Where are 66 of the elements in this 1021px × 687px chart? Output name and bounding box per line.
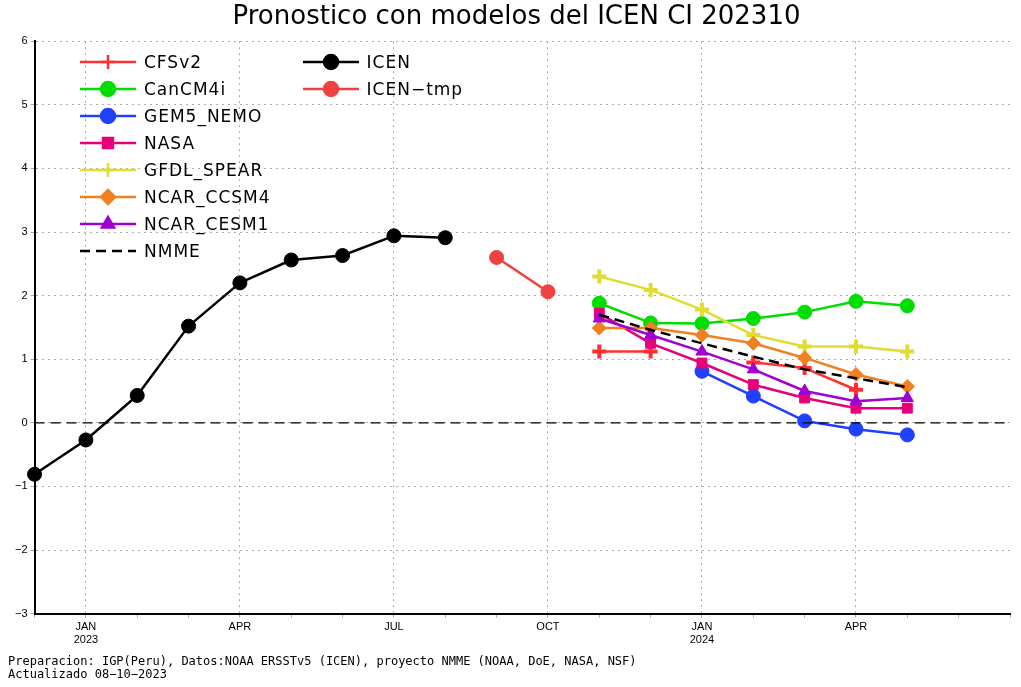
y-tick-label: 0 [21,415,28,428]
point [848,293,864,309]
point [283,252,299,268]
point [590,267,609,286]
legend-label: CFSv2 [144,51,203,72]
point [798,383,812,395]
x-tick-label: JUL [384,620,404,633]
point [129,387,145,403]
point [437,230,453,246]
legend-label: ICEN−tmp [366,78,464,99]
chart-title: Pronostico con modelos del ICEN CI 202310 [232,0,801,31]
legend-label: NMME [144,240,201,261]
point [849,393,863,406]
legend-label: NCAR_CESM1 [144,213,270,234]
point [232,275,248,291]
legend-label: NCAR_CCSM4 [144,186,271,207]
point [694,327,710,343]
point [745,388,761,404]
point [746,361,760,374]
legend-label: CanCM4i [144,78,227,99]
point [901,402,913,414]
x-tick-label: APR [844,620,868,633]
x-tick-label: APR [228,620,252,633]
point [899,427,915,443]
y-tick-label: 3 [21,225,28,238]
point [489,249,505,265]
text: Preparacion: IGP(Peru), Datos:NOAA ERSSTv5 (ICEN), proyecto NMME (NOAA, DoE, NASA, NSF) [8,654,637,668]
point [591,320,607,336]
point [898,342,917,361]
y-tick-label: 6 [21,34,28,47]
point [335,248,351,264]
point [797,304,813,320]
legend-label: GEM5_NEMO [144,105,263,126]
legend-label: GFDL_SPEAR [144,159,264,180]
text: Actualizado 08−10−2023 [8,667,168,681]
x-tick-label: JAN 2024 [689,620,715,646]
point [540,284,556,300]
y-tick-label: 4 [21,161,28,174]
x-tick-label: JAN 2023 [73,620,99,646]
y-tick-label: 2 [21,288,28,301]
point [181,318,197,334]
y-tick-label: 5 [21,97,28,110]
point [590,342,609,361]
point [386,228,402,244]
x-tick-label: OCT [536,620,560,633]
point [694,316,710,332]
point [747,379,759,391]
point [695,344,709,356]
point [692,300,711,319]
point [745,335,761,351]
y-tick-label: −3 [14,606,28,619]
point [696,357,708,369]
legend-label: ICEN [366,51,411,72]
legend-label: NASA [144,132,196,153]
point [78,432,94,448]
y-tick-label: −1 [14,479,28,492]
point [797,413,813,429]
point [27,466,43,482]
point [797,350,813,366]
point [745,311,761,326]
point [899,298,915,314]
y-tick-label: −2 [14,543,28,556]
y-tick-label: 1 [21,352,28,365]
point [644,327,658,340]
point [900,390,914,402]
point [848,421,864,437]
